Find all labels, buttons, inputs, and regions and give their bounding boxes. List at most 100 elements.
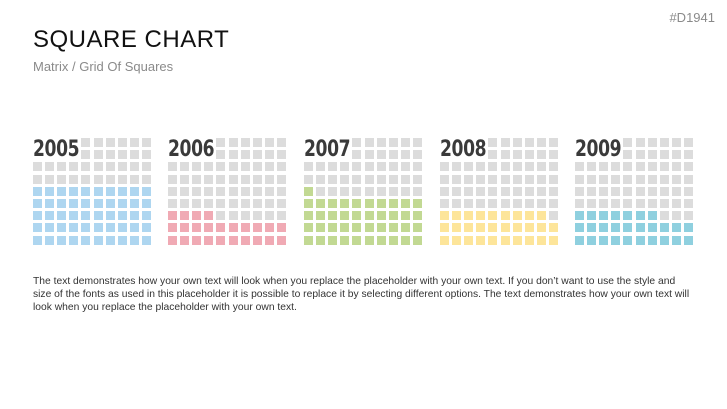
square-filled xyxy=(623,211,633,221)
square-filled xyxy=(464,235,474,245)
square-empty xyxy=(575,199,584,208)
square-empty xyxy=(57,162,67,172)
square-filled xyxy=(168,223,177,233)
square-empty xyxy=(488,138,498,147)
square-empty xyxy=(228,186,238,196)
square-empty xyxy=(488,186,498,196)
square-filled xyxy=(33,199,42,208)
square-filled xyxy=(452,211,462,221)
year-label: 2007 xyxy=(304,137,351,162)
square-filled xyxy=(129,211,139,221)
square-filled xyxy=(192,211,202,221)
square-filled xyxy=(524,235,534,245)
square-empty xyxy=(129,138,139,147)
square-empty xyxy=(316,186,326,196)
square-filled xyxy=(352,199,362,208)
square-filled xyxy=(352,211,362,221)
square-filled xyxy=(304,235,313,245)
square-empty xyxy=(328,186,338,196)
square-empty xyxy=(240,211,250,221)
square-filled xyxy=(240,235,250,245)
square-filled xyxy=(488,235,498,245)
square-empty xyxy=(512,174,522,184)
square-empty xyxy=(180,162,190,172)
square-empty xyxy=(659,150,669,160)
square-empty xyxy=(524,199,534,208)
square-empty xyxy=(587,199,597,208)
square-empty xyxy=(476,199,486,208)
square-empty xyxy=(635,138,645,147)
square-empty xyxy=(476,162,486,172)
square-empty xyxy=(276,138,286,147)
square-empty xyxy=(488,199,498,208)
square-empty xyxy=(683,199,693,208)
square-filled xyxy=(587,211,597,221)
square-empty xyxy=(412,186,422,196)
square-empty xyxy=(264,150,274,160)
square-empty xyxy=(228,162,238,172)
square-empty xyxy=(548,150,558,160)
square-empty xyxy=(276,211,286,221)
square-filled xyxy=(647,223,657,233)
square-empty xyxy=(488,150,498,160)
square-empty xyxy=(376,138,386,147)
square-empty xyxy=(141,150,151,160)
square-empty xyxy=(240,150,250,160)
square-empty xyxy=(575,162,584,172)
square-empty xyxy=(168,174,177,184)
square-empty xyxy=(93,162,103,172)
square-empty xyxy=(81,162,91,172)
square-empty xyxy=(180,199,190,208)
square-filled xyxy=(599,211,609,221)
square-empty xyxy=(659,211,669,221)
square-empty xyxy=(587,162,597,172)
square-empty xyxy=(192,186,202,196)
square-empty xyxy=(228,211,238,221)
square-empty xyxy=(304,162,313,172)
square-filled xyxy=(129,199,139,208)
square-filled xyxy=(117,186,127,196)
square-filled xyxy=(57,223,67,233)
square-filled xyxy=(240,223,250,233)
square-empty xyxy=(524,186,534,196)
square-filled xyxy=(388,223,398,233)
square-filled xyxy=(117,235,127,245)
square-filled xyxy=(364,199,374,208)
square-empty xyxy=(316,162,326,172)
square-empty xyxy=(240,199,250,208)
square-filled xyxy=(228,235,238,245)
square-filled xyxy=(216,223,226,233)
square-empty xyxy=(45,162,55,172)
square-filled xyxy=(400,211,410,221)
square-empty xyxy=(117,174,127,184)
square-empty xyxy=(252,211,262,221)
square-filled xyxy=(340,235,350,245)
square-filled xyxy=(671,235,681,245)
square-empty xyxy=(93,150,103,160)
grid-2006: 2006 xyxy=(168,137,290,246)
square-filled xyxy=(376,211,386,221)
square-filled xyxy=(587,235,597,245)
square-filled xyxy=(659,235,669,245)
square-empty xyxy=(452,199,462,208)
square-empty xyxy=(671,138,681,147)
square-filled xyxy=(328,223,338,233)
square-empty xyxy=(400,150,410,160)
square-empty xyxy=(440,199,449,208)
square-empty xyxy=(328,174,338,184)
square-filled xyxy=(328,211,338,221)
square-filled xyxy=(524,223,534,233)
square-filled xyxy=(276,235,286,245)
square-filled xyxy=(216,235,226,245)
square-empty xyxy=(364,150,374,160)
square-empty xyxy=(33,174,42,184)
square-filled xyxy=(400,199,410,208)
square-empty xyxy=(117,138,127,147)
square-empty xyxy=(635,162,645,172)
square-empty xyxy=(500,174,510,184)
square-empty xyxy=(93,138,103,147)
square-empty xyxy=(683,162,693,172)
square-empty xyxy=(192,199,202,208)
square-filled xyxy=(683,235,693,245)
square-empty xyxy=(599,174,609,184)
